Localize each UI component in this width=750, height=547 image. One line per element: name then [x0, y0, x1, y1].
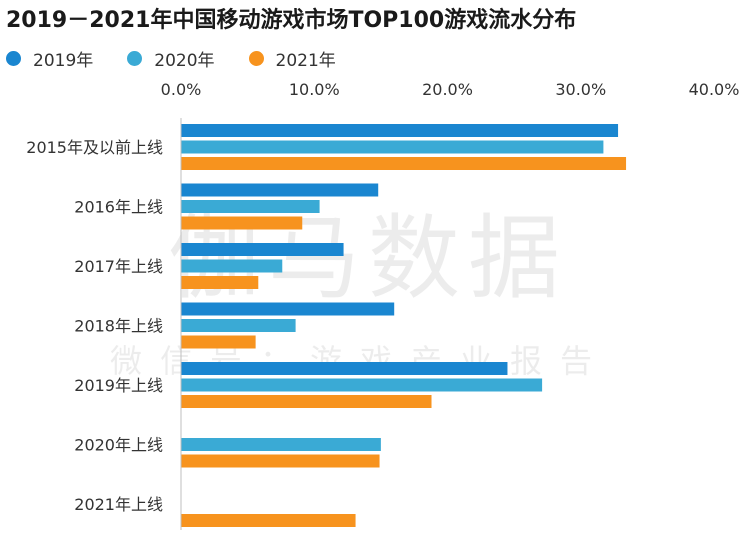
bar-2021-1 — [181, 216, 303, 230]
legend-swatch-0 — [6, 51, 21, 66]
chart-title: 2019－2021年中国移动游戏市场TOP100游戏流水分布 — [6, 8, 577, 33]
category-label: 2015年及以前上线 — [26, 138, 163, 157]
bar-2020-0 — [181, 140, 604, 154]
legend: 2019年 2020年 2021年 — [6, 46, 370, 71]
bar-2020-4 — [181, 378, 543, 392]
bar-2021-0 — [181, 157, 627, 170]
bar-2020-2 — [181, 259, 283, 273]
legend-item-2: 2021年 — [248, 46, 336, 71]
x-tick-label: 0.0% — [161, 80, 202, 99]
x-tick-label: 40.0% — [689, 80, 740, 99]
category-label: 2019年上线 — [74, 376, 163, 395]
legend-swatch-1 — [127, 51, 143, 66]
bar-2020-3 — [181, 319, 296, 332]
bar-2021-3 — [181, 335, 256, 349]
legend-label-2: 2021年 — [275, 51, 336, 71]
bar-2021-5 — [181, 454, 380, 468]
x-tick-label: 20.0% — [422, 80, 473, 99]
bar-2021-2 — [181, 276, 259, 289]
bar-2020-5 — [181, 438, 381, 451]
bar-2019-1 — [181, 183, 379, 197]
bars — [181, 124, 627, 527]
legend-swatch-2 — [248, 51, 264, 66]
category-label: 2020年上线 — [74, 436, 163, 455]
legend-item-0: 2019年 — [6, 46, 93, 71]
legend-label-0: 2019年 — [33, 51, 94, 71]
legend-label-1: 2020年 — [154, 51, 215, 71]
category-label: 2017年上线 — [74, 257, 163, 276]
category-labels: 2015年及以前上线 2016年上线 2017年上线 2018年上线 2019年上线 20… — [26, 138, 163, 514]
bar-2019-0 — [181, 124, 619, 137]
legend-item-1: 2020年 — [127, 46, 215, 71]
x-tick-label: 10.0% — [289, 80, 340, 99]
x-axis-ticks: 0.0% 10.0% 20.0% 30.0% 40.0% — [161, 80, 740, 99]
category-label: 2018年上线 — [74, 317, 163, 336]
bar-2020-1 — [181, 200, 320, 213]
bar-2019-4 — [181, 362, 508, 375]
category-label: 2021年上线 — [74, 495, 163, 514]
bar-2019-2 — [181, 243, 344, 256]
bar-2019-3 — [181, 302, 395, 316]
x-tick-label: 30.0% — [555, 80, 606, 99]
bar-2021-6 — [181, 514, 356, 527]
category-label: 2016年上线 — [74, 198, 163, 217]
bar-2021-4 — [181, 395, 432, 408]
